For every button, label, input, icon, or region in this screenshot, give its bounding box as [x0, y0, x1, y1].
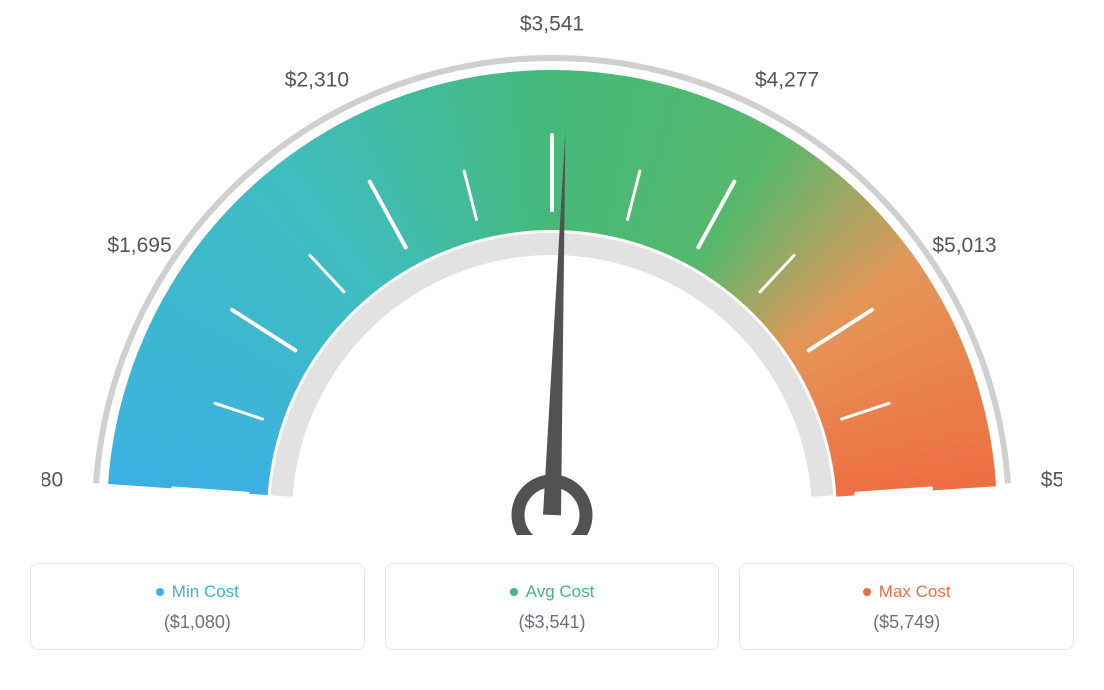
dot-icon: [863, 588, 871, 596]
svg-text:$2,310: $2,310: [285, 69, 349, 92]
legend-text-min: Min Cost: [172, 582, 239, 602]
legend-label-max: Max Cost: [750, 582, 1063, 602]
legend-label-min: Min Cost: [41, 582, 354, 602]
legend-text-avg: Avg Cost: [526, 582, 595, 602]
svg-text:$5,749: $5,749: [1041, 468, 1062, 491]
svg-text:$3,541: $3,541: [520, 15, 584, 36]
legend-card-min: Min Cost ($1,080): [30, 563, 365, 650]
legend-label-avg: Avg Cost: [396, 582, 709, 602]
gauge-svg: $1,080 $1,695 $2,310 $3,541 $4,277 $5,013 $5,7…: [42, 15, 1062, 535]
legend-card-max: Max Cost ($5,749): [739, 563, 1074, 650]
svg-text:$4,277: $4,277: [755, 69, 819, 92]
legend-card-avg: Avg Cost ($3,541): [385, 563, 720, 650]
legend-text-max: Max Cost: [879, 582, 951, 602]
svg-text:$1,080: $1,080: [42, 468, 63, 491]
dot-icon: [510, 588, 518, 596]
legend-row: Min Cost ($1,080) Avg Cost ($3,541) Max …: [30, 563, 1074, 650]
svg-text:$1,695: $1,695: [107, 234, 171, 257]
dot-icon: [156, 588, 164, 596]
legend-value-avg: ($3,541): [396, 612, 709, 633]
svg-text:$5,013: $5,013: [932, 234, 996, 257]
gauge-chart: $1,080 $1,695 $2,310 $3,541 $4,277 $5,013 $5,7…: [30, 15, 1074, 535]
legend-value-max: ($5,749): [750, 612, 1063, 633]
legend-value-min: ($1,080): [41, 612, 354, 633]
